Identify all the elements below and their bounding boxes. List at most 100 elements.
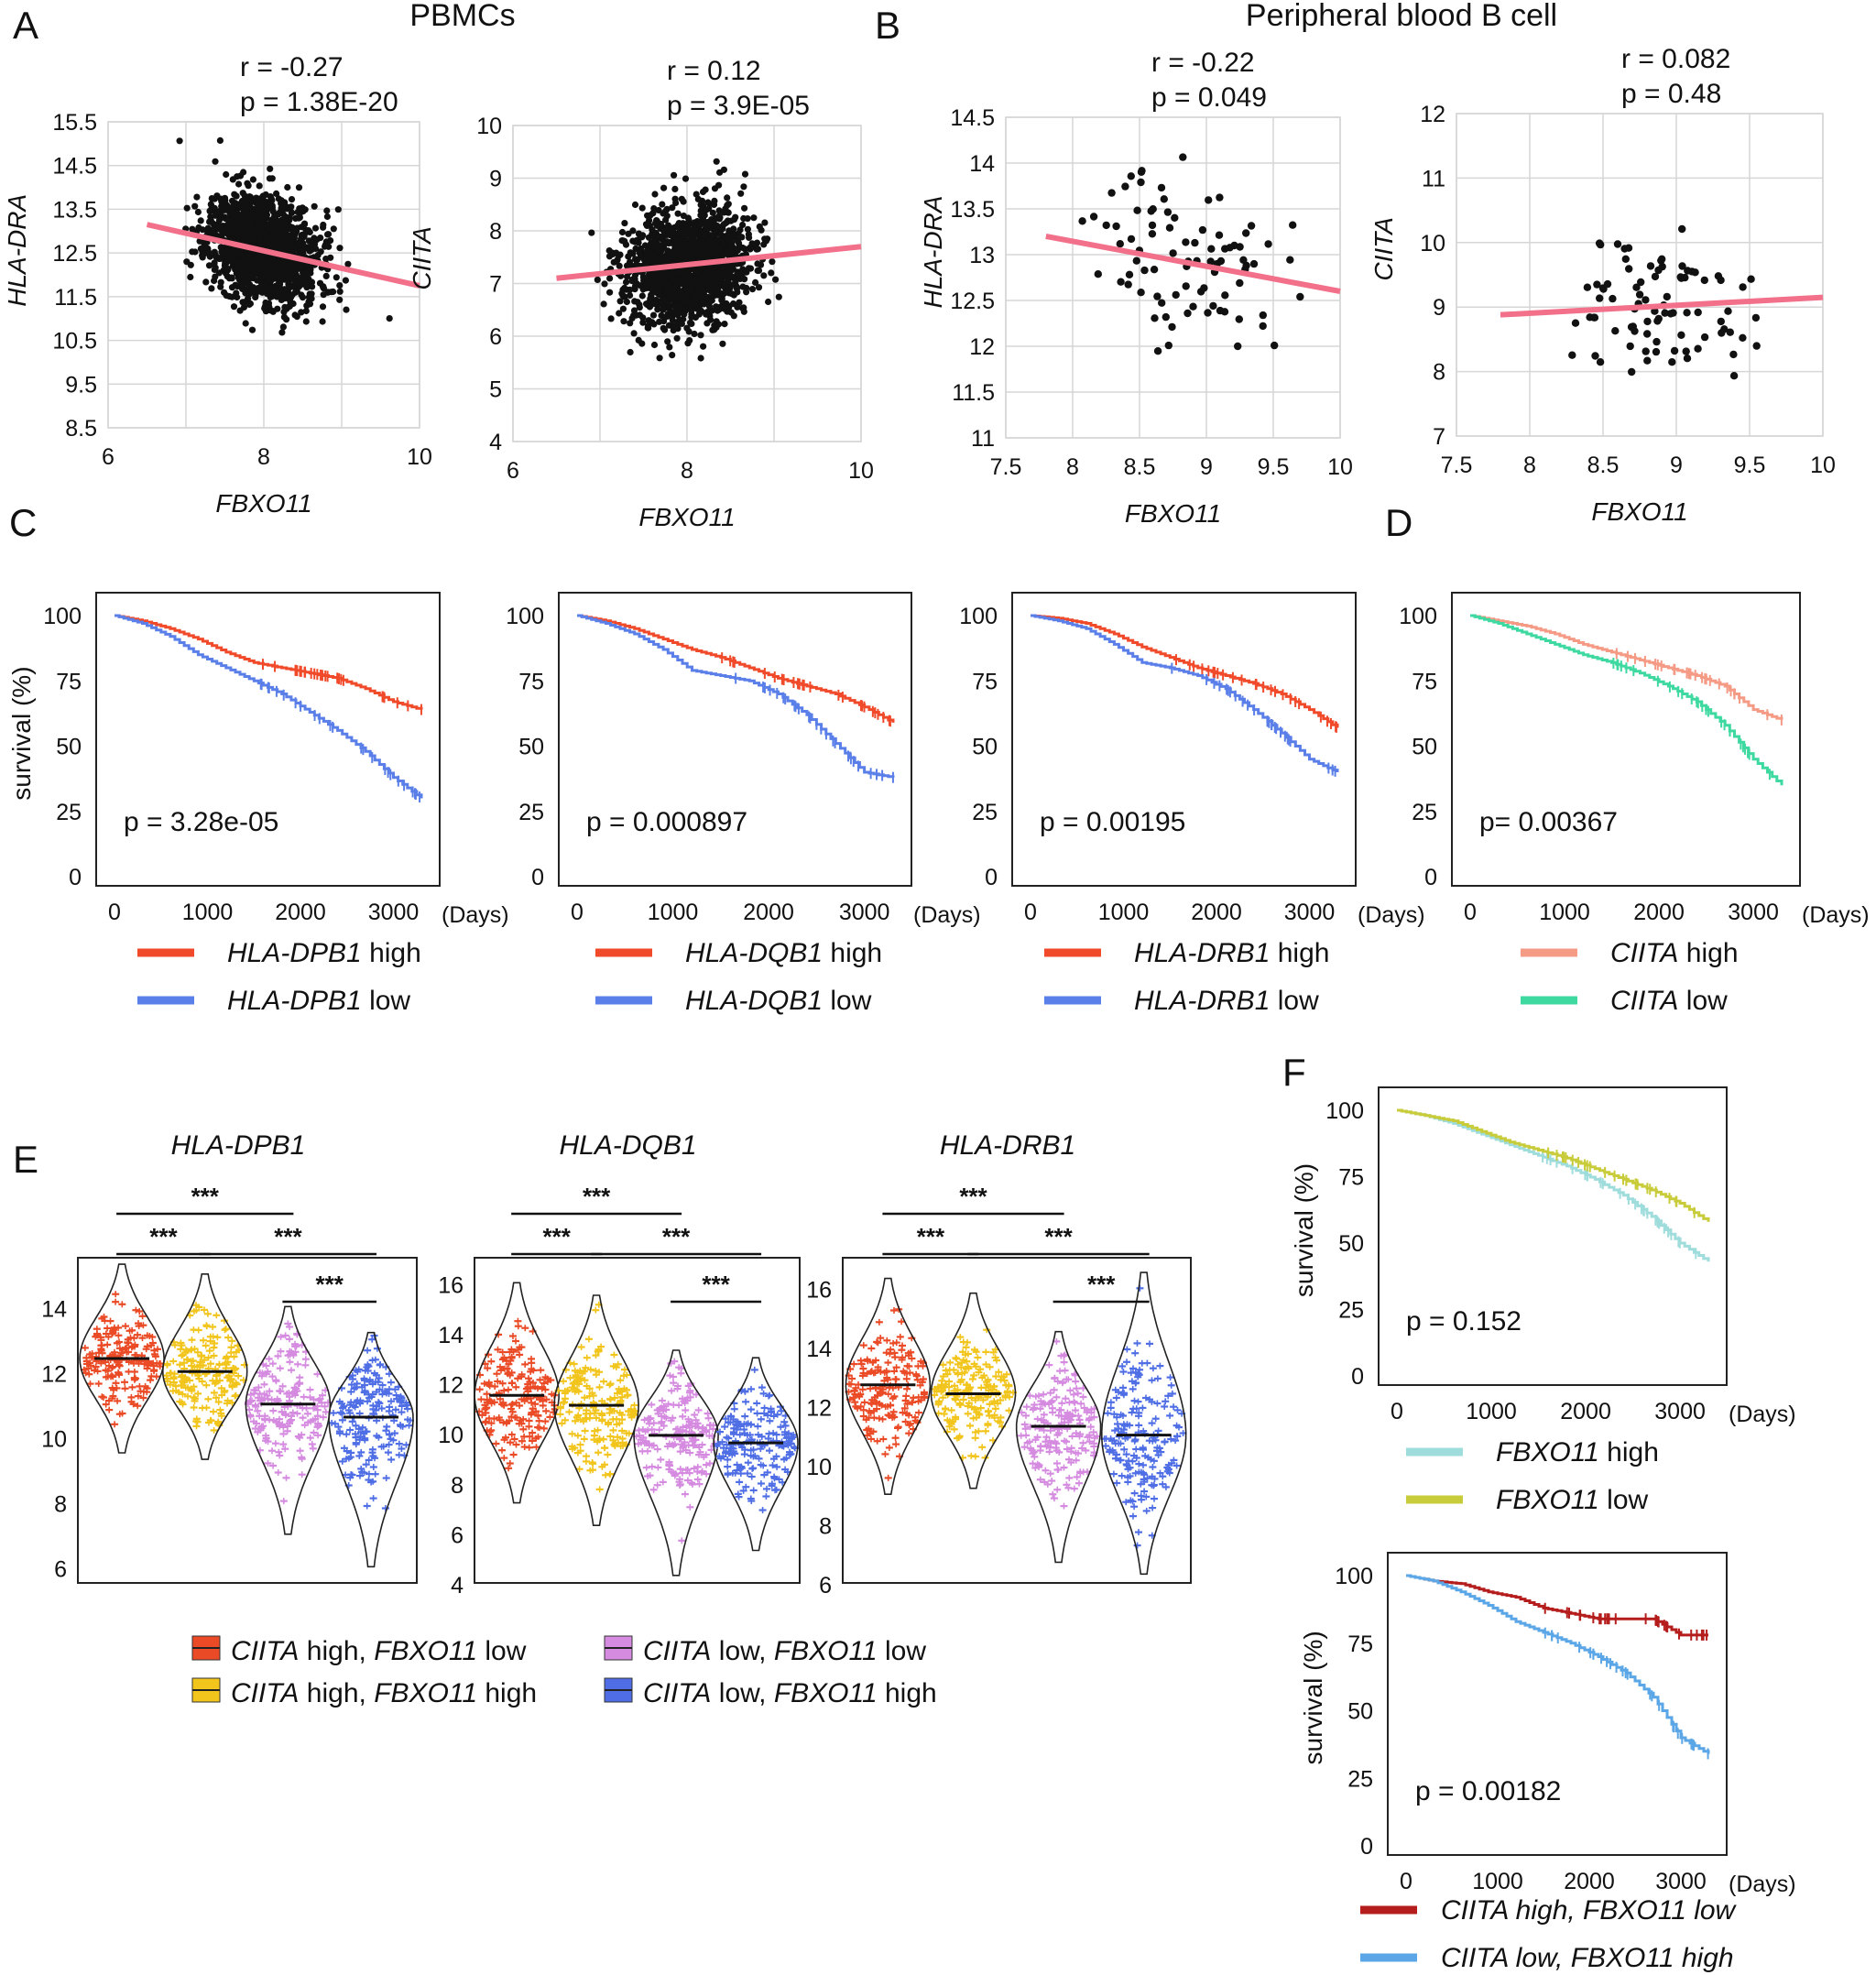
scatter-point xyxy=(748,240,756,247)
censor-ticks xyxy=(1542,1151,1697,1260)
scatter-point xyxy=(588,229,595,236)
scatter-point xyxy=(281,267,289,276)
scatter-point xyxy=(1747,275,1755,283)
scatter-point xyxy=(1661,309,1669,317)
y-tick-label: 10 xyxy=(41,1426,67,1452)
scatter-point xyxy=(1646,262,1655,270)
y-tick-label: 25 xyxy=(1412,800,1437,825)
y-tick-label: 14 xyxy=(41,1296,67,1322)
scatter-point xyxy=(1643,317,1652,326)
scatter-point xyxy=(1663,292,1672,301)
x-tick-label: 10 xyxy=(1327,454,1353,480)
legend-label: FBXO11 high xyxy=(1496,1437,1659,1468)
scatter-point xyxy=(223,249,230,256)
scatter-point xyxy=(701,212,708,219)
legend-label: HLA-DRB1 low xyxy=(1134,986,1319,1016)
scatter-point xyxy=(301,245,309,252)
scatter-point xyxy=(721,289,729,296)
scatter-point xyxy=(655,242,662,249)
scatter-point xyxy=(303,277,311,284)
scatter-point xyxy=(223,170,230,179)
y-tick-label: 12 xyxy=(41,1361,67,1387)
y-tick-label: 13.5 xyxy=(52,197,97,223)
scatter-point xyxy=(616,310,623,317)
scatter-point xyxy=(262,267,270,275)
scatter-point xyxy=(673,334,681,342)
scatter-point xyxy=(607,315,615,322)
p-value: p= 0.00367 xyxy=(1479,807,1618,837)
scatter-point xyxy=(333,274,340,281)
x-axis-label: FBXO11 xyxy=(1125,499,1221,528)
scatter-point xyxy=(719,340,726,347)
x-tick-label: 1000 xyxy=(1539,900,1590,925)
scatter-point xyxy=(223,292,230,300)
y-tick-label: 25 xyxy=(972,800,998,825)
scatter-point xyxy=(233,264,240,271)
scatter-point xyxy=(725,302,733,310)
scatter-point xyxy=(330,225,337,233)
scatter-point xyxy=(688,320,695,327)
violin-dots xyxy=(162,1302,248,1434)
charts-layer: 6 8 10 8.5 9.5 10.5 11.5 12.5 13.5 14.5 15.5 r = -0… xyxy=(3,44,1870,1973)
scatter-point xyxy=(230,303,238,311)
scatter-point xyxy=(700,343,707,350)
scatter-point xyxy=(257,212,265,219)
x-tick-label: 7.5 xyxy=(990,454,1022,480)
p-value: p = 0.152 xyxy=(1406,1306,1522,1337)
scatter-point xyxy=(1247,222,1256,230)
scatter-point xyxy=(662,269,670,277)
y-tick-label: 10 xyxy=(1420,231,1445,256)
scatter-point xyxy=(183,204,191,212)
scatter-point xyxy=(1148,221,1157,230)
scatter-point xyxy=(230,201,237,208)
scatter-point xyxy=(609,250,616,257)
scatter-point xyxy=(720,166,728,173)
scatter-point xyxy=(644,259,651,267)
y-tick-label: 14 xyxy=(969,151,995,177)
scatter-point xyxy=(279,205,287,213)
scatter-point xyxy=(686,274,693,282)
scatter-point xyxy=(320,224,327,231)
censor-ticks xyxy=(735,672,894,783)
scatter-point xyxy=(722,219,730,227)
scatter-point xyxy=(634,299,641,306)
scatter-point xyxy=(343,306,350,313)
p-value: p = 3.9E-05 xyxy=(667,91,810,121)
scatter-point xyxy=(245,300,253,308)
scatter-point xyxy=(224,214,232,222)
x-tick-label: 3000 xyxy=(1284,900,1336,925)
scatter-point xyxy=(298,262,306,269)
y-tick-label: 7 xyxy=(1433,424,1445,450)
scatter-point xyxy=(724,308,731,315)
scatter-point xyxy=(1609,294,1617,303)
scatter-point xyxy=(250,260,258,268)
scatter-point xyxy=(236,307,244,314)
r-value: r = 0.12 xyxy=(667,56,761,86)
y-tick-label: 75 xyxy=(1338,1165,1364,1191)
scatter-point xyxy=(659,201,666,208)
scatter-point xyxy=(1124,280,1132,289)
scatter-point xyxy=(224,258,231,266)
y-tick-label: 5 xyxy=(489,377,502,403)
scatter-point xyxy=(706,297,714,304)
scatter-point xyxy=(270,213,278,222)
scatter-point xyxy=(775,293,782,300)
scatter-point xyxy=(671,171,678,179)
scatter-point xyxy=(298,291,305,299)
scatter-point xyxy=(1729,372,1739,380)
scatter-point xyxy=(1259,311,1268,320)
y-tick-label: 100 xyxy=(506,604,544,629)
scatter-point xyxy=(691,249,698,256)
scatter-point xyxy=(231,191,238,198)
scatter-point xyxy=(235,233,243,240)
violin-dots xyxy=(328,1332,414,1511)
scatter-point xyxy=(662,216,670,224)
scatter-point xyxy=(1171,213,1179,222)
scatter-point xyxy=(645,324,652,332)
scatter-point xyxy=(622,278,630,286)
y-tick-label: 50 xyxy=(1412,735,1437,760)
scatter-point xyxy=(1236,278,1244,288)
scatter-point xyxy=(292,288,300,295)
scatter-point xyxy=(244,227,251,235)
